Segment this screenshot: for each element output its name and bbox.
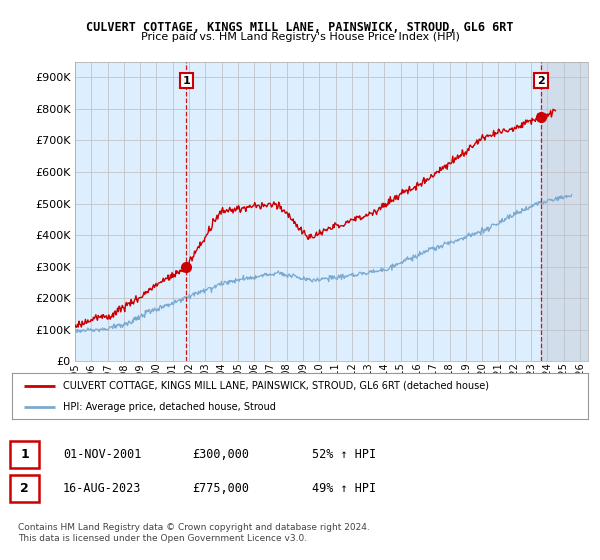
Text: 52% ↑ HPI: 52% ↑ HPI (312, 448, 376, 461)
Text: 01-NOV-2001: 01-NOV-2001 (63, 448, 142, 461)
Text: 49% ↑ HPI: 49% ↑ HPI (312, 482, 376, 496)
Text: HPI: Average price, detached house, Stroud: HPI: Average price, detached house, Stro… (62, 403, 275, 412)
Text: 1: 1 (20, 448, 29, 461)
Text: CULVERT COTTAGE, KINGS MILL LANE, PAINSWICK, STROUD, GL6 6RT: CULVERT COTTAGE, KINGS MILL LANE, PAINSW… (86, 21, 514, 34)
Text: 2: 2 (20, 482, 29, 496)
Text: 16-AUG-2023: 16-AUG-2023 (63, 482, 142, 496)
Text: CULVERT COTTAGE, KINGS MILL LANE, PAINSWICK, STROUD, GL6 6RT (detached house): CULVERT COTTAGE, KINGS MILL LANE, PAINSW… (62, 381, 488, 391)
Text: £300,000: £300,000 (192, 448, 249, 461)
Text: £775,000: £775,000 (192, 482, 249, 496)
Bar (541, 62, 588, 361)
Text: Contains HM Land Registry data © Crown copyright and database right 2024.
This d: Contains HM Land Registry data © Crown c… (18, 524, 370, 543)
Text: 1: 1 (182, 76, 190, 86)
Text: 2: 2 (537, 76, 545, 86)
Text: Price paid vs. HM Land Registry's House Price Index (HPI): Price paid vs. HM Land Registry's House … (140, 32, 460, 43)
